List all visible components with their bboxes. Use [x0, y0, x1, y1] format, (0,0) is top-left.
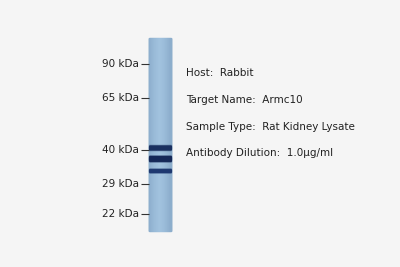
Text: 90 kDa: 90 kDa	[102, 59, 139, 69]
Text: 22 kDa: 22 kDa	[102, 209, 139, 219]
Text: 40 kDa: 40 kDa	[102, 145, 139, 155]
Text: 65 kDa: 65 kDa	[102, 93, 139, 103]
Text: 29 kDa: 29 kDa	[102, 179, 139, 189]
Text: Antibody Dilution:  1.0μg/ml: Antibody Dilution: 1.0μg/ml	[186, 148, 334, 158]
Text: Host:  Rabbit: Host: Rabbit	[186, 68, 254, 78]
Text: Target Name:  Armc10: Target Name: Armc10	[186, 95, 303, 105]
Text: Sample Type:  Rat Kidney Lysate: Sample Type: Rat Kidney Lysate	[186, 121, 355, 132]
